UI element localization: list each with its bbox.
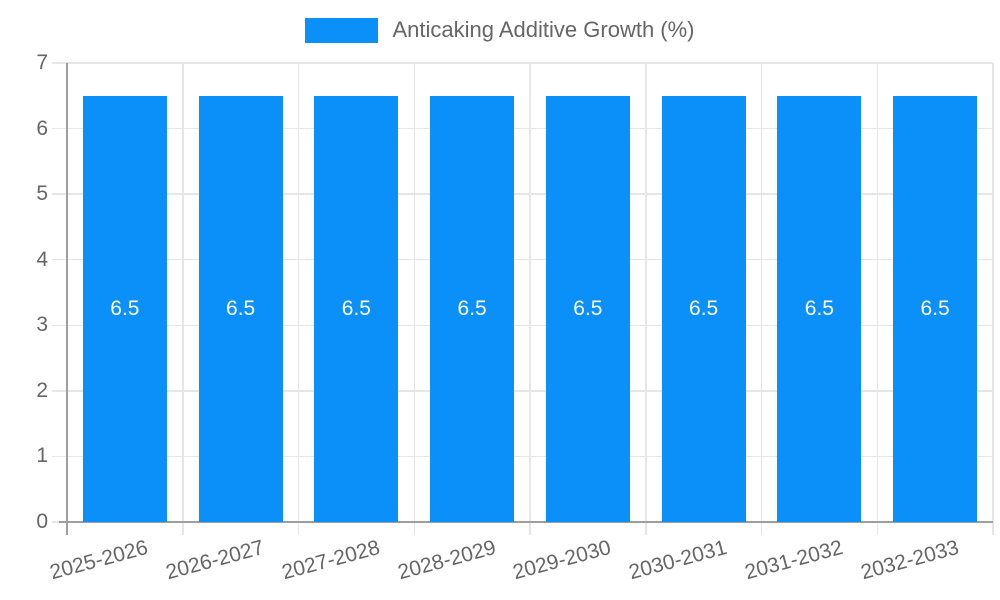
gridline-vertical: [992, 63, 994, 522]
x-axis-tick-mark: [760, 522, 763, 535]
bar[interactable]: [198, 95, 283, 522]
gridline-vertical: [876, 63, 878, 522]
y-axis-tick-mark: [52, 455, 67, 458]
x-axis-tick-label: 2026-2027: [163, 536, 267, 585]
x-axis-tick-label: 2029-2030: [510, 536, 614, 585]
x-axis-tick-label: 2031-2032: [742, 536, 846, 585]
y-axis-tick-label: 1: [36, 444, 48, 468]
x-axis-tick-mark: [645, 522, 647, 535]
y-axis-tick-label: 6: [36, 116, 48, 140]
bar-value-label: 6.5: [341, 296, 371, 320]
y-axis-tick-mark: [52, 324, 67, 327]
bar-value-label: 6.5: [226, 296, 256, 320]
bar-value-label: 6.5: [804, 296, 834, 320]
x-axis-tick-mark: [876, 522, 878, 535]
y-axis-tick-mark: [52, 390, 67, 392]
gridline-vertical: [645, 63, 647, 522]
bar[interactable]: [314, 95, 399, 522]
bar[interactable]: [430, 95, 515, 522]
bar-value-label: 6.5: [110, 296, 140, 320]
y-axis-tick-label: 4: [36, 247, 48, 271]
x-axis-tick-mark: [182, 522, 184, 535]
x-axis-tick-label: 2027-2028: [279, 536, 383, 585]
chart-legend[interactable]: Anticaking Additive Growth (%): [0, 17, 1000, 43]
bar-value-label: 6.5: [689, 296, 719, 320]
y-axis-tick-label: 7: [36, 51, 48, 74]
y-axis-line: [66, 63, 68, 535]
y-axis-tick-label: 5: [36, 182, 48, 206]
y-axis-tick-label: 2: [36, 378, 48, 402]
legend-swatch-icon: [305, 17, 379, 43]
x-axis-tick-mark: [413, 522, 415, 535]
bar[interactable]: [777, 95, 862, 522]
y-axis-tick-mark: [52, 258, 67, 261]
bar[interactable]: [545, 95, 630, 522]
gridline-vertical: [529, 63, 531, 522]
legend-label: Anticaking Additive Growth (%): [392, 17, 695, 42]
x-axis-line: [59, 521, 993, 523]
y-axis-tick-label: 3: [36, 313, 48, 337]
y-axis-tick-label: 0: [36, 510, 48, 533]
gridline-vertical: [297, 63, 300, 522]
y-axis-tick-mark: [52, 193, 67, 195]
x-axis-tick-label: 2028-2029: [395, 536, 499, 585]
bar[interactable]: [893, 95, 978, 522]
gridline-vertical: [182, 63, 184, 522]
gridline-vertical: [760, 63, 763, 522]
x-axis-tick-label: 2025-2026: [47, 536, 151, 585]
gridline-vertical: [413, 63, 415, 522]
bar-value-label: 6.5: [920, 296, 950, 320]
x-axis-tick-mark: [297, 522, 300, 535]
bar-value-label: 6.5: [457, 296, 487, 320]
bar[interactable]: [661, 95, 746, 522]
x-axis-tick-label: 2030-2031: [626, 536, 730, 585]
y-axis-tick-mark: [52, 62, 67, 64]
bar[interactable]: [82, 95, 167, 522]
x-axis-tick-label: 2032-2033: [858, 536, 962, 585]
x-axis-tick-mark: [992, 522, 994, 535]
y-axis-tick-mark: [52, 127, 67, 130]
bar-value-label: 6.5: [573, 296, 603, 320]
x-axis-tick-mark: [529, 522, 531, 535]
